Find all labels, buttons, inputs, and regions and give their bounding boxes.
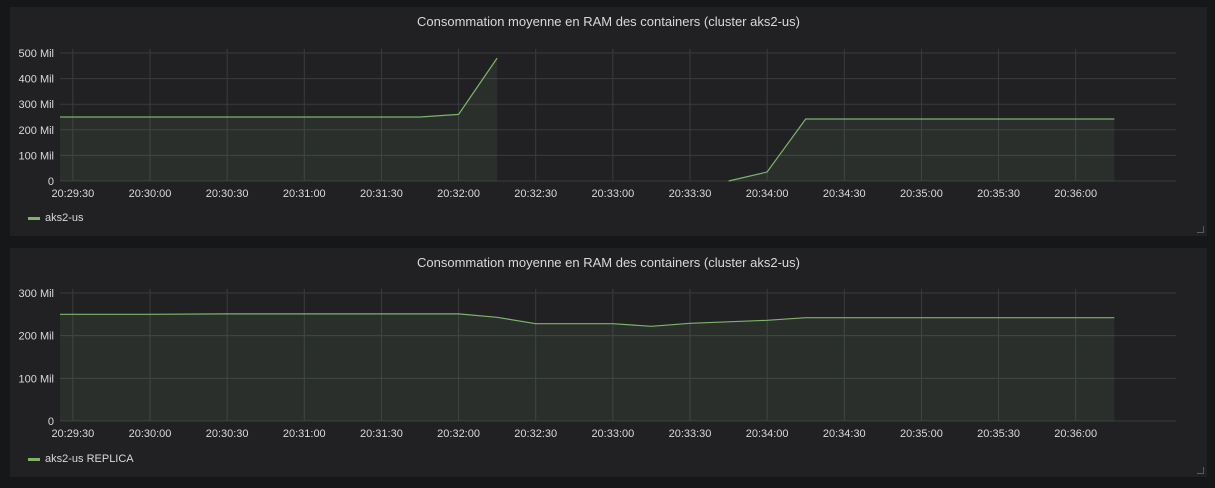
x-tick-label: 20:32:30 bbox=[514, 428, 557, 440]
y-tick-label: 100 Mil bbox=[19, 373, 54, 385]
series-line bbox=[728, 118, 1115, 182]
ram-panel-aks2-us: Consommation moyenne en RAM des containe… bbox=[10, 7, 1207, 236]
x-tick-label: 20:33:30 bbox=[669, 188, 712, 200]
legend-item-aks2-us-replica[interactable]: aks2-us REPLICA bbox=[28, 453, 134, 465]
x-tick-label: 20:35:00 bbox=[900, 188, 943, 200]
x-tick-label: 20:35:00 bbox=[900, 428, 943, 440]
x-tick-label: 20:29:30 bbox=[51, 428, 94, 440]
x-tick-label: 20:34:30 bbox=[823, 188, 866, 200]
x-tick-label: 20:34:30 bbox=[823, 428, 866, 440]
x-tick-label: 20:33:30 bbox=[669, 428, 712, 440]
x-tick-label: 20:32:00 bbox=[437, 428, 480, 440]
x-tick-label: 20:34:00 bbox=[746, 428, 789, 440]
y-tick-label: 0 bbox=[48, 416, 54, 428]
y-tick-label: 200 Mil bbox=[19, 331, 54, 343]
ram-panel-aks2-us-replica: Consommation moyenne en RAM des containe… bbox=[10, 248, 1207, 477]
x-tick-label: 20:30:30 bbox=[206, 188, 249, 200]
x-tick-label: 20:33:00 bbox=[591, 428, 634, 440]
grid bbox=[60, 49, 1176, 182]
resize-handle-icon[interactable] bbox=[1197, 226, 1204, 233]
legend-item-aks2-us[interactable]: aks2-us bbox=[28, 212, 84, 224]
legend-label: aks2-us REPLICA bbox=[45, 453, 134, 465]
x-tick-label: 20:33:00 bbox=[591, 188, 634, 200]
grid bbox=[60, 289, 1176, 422]
y-tick-label: 500 Mil bbox=[19, 48, 54, 60]
y-tick-label: 400 Mil bbox=[19, 74, 54, 86]
series-area-fill bbox=[60, 313, 1115, 421]
y-tick-label: 100 Mil bbox=[19, 150, 54, 162]
x-tick-label: 20:30:00 bbox=[129, 428, 172, 440]
y-tick-label: 300 Mil bbox=[19, 99, 54, 111]
x-tick-label: 20:31:30 bbox=[360, 428, 403, 440]
resize-handle-icon[interactable] bbox=[1197, 467, 1204, 474]
x-tick-label: 20:30:00 bbox=[129, 188, 172, 200]
panel-title[interactable]: Consommation moyenne en RAM des containe… bbox=[417, 14, 800, 29]
y-tick-label: 300 Mil bbox=[19, 288, 54, 300]
legend-swatch-icon bbox=[28, 457, 40, 461]
y-tick-label: 200 Mil bbox=[19, 125, 54, 137]
x-tick-label: 20:35:30 bbox=[977, 188, 1020, 200]
panel-title[interactable]: Consommation moyenne en RAM des containe… bbox=[417, 255, 800, 270]
ram-chart-replica: 0 100 Mil 200 Mil 300 Mil 20:29:30 20:30:00 20… bbox=[19, 288, 1176, 440]
x-tick-label: 20:29:30 bbox=[51, 188, 94, 200]
x-tick-label: 20:32:00 bbox=[437, 188, 480, 200]
x-tick-label: 20:36:00 bbox=[1054, 188, 1097, 200]
series-line bbox=[60, 57, 498, 118]
x-tick-label: 20:36:00 bbox=[1054, 428, 1097, 440]
x-tick-label: 20:34:00 bbox=[746, 188, 789, 200]
y-tick-label: 0 bbox=[48, 176, 54, 188]
legend-label: aks2-us bbox=[45, 212, 84, 224]
ram-chart: 0 100 Mil 200 Mil 300 Mil 400 Mil 500 Mil 20:2… bbox=[19, 48, 1176, 200]
x-tick-label: 20:31:00 bbox=[283, 428, 326, 440]
legend-swatch-icon bbox=[28, 216, 40, 220]
series-line bbox=[60, 313, 1115, 327]
x-tick-label: 20:30:30 bbox=[206, 428, 249, 440]
series-area-fill bbox=[60, 58, 498, 181]
series-area-fill bbox=[728, 119, 1115, 181]
x-tick-label: 20:31:00 bbox=[283, 188, 326, 200]
x-tick-label: 20:32:30 bbox=[514, 188, 557, 200]
x-tick-label: 20:35:30 bbox=[977, 428, 1020, 440]
x-tick-label: 20:31:30 bbox=[360, 188, 403, 200]
